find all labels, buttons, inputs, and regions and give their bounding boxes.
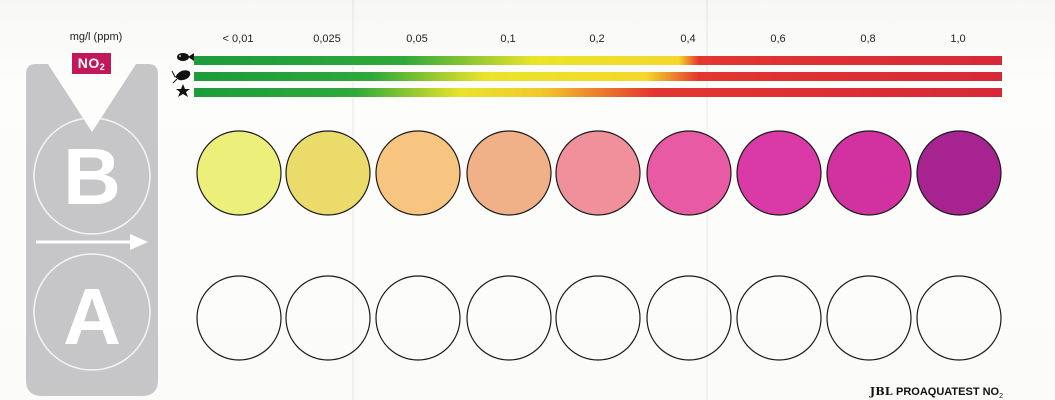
comparison-window: [736, 275, 822, 361]
comparison-window: [916, 275, 1002, 361]
scale-label: 0,2: [589, 33, 605, 45]
color-swatch: [646, 130, 732, 216]
brand-label: JBL PROAQUATEST NO2: [870, 385, 1003, 400]
panel-circle-top: [33, 117, 151, 235]
scale-label: < 0,01: [222, 33, 254, 45]
comparison-window: [826, 275, 912, 361]
scale-label: 0,025: [313, 33, 341, 45]
product-name: PROAQUATEST NO: [896, 386, 1000, 398]
scale-label: 0,8: [860, 33, 876, 45]
comparison-window: [285, 275, 371, 361]
starfish-icon: [176, 84, 190, 97]
scale-bar-fish: [194, 56, 1002, 65]
shrimp-icon: [171, 70, 191, 84]
scale-label: 0,4: [680, 33, 696, 45]
color-swatch: [736, 130, 822, 216]
comparison-window: [646, 275, 732, 361]
color-swatch: [826, 130, 912, 216]
color-swatch: [285, 130, 371, 216]
comparison-window: [466, 275, 552, 361]
product-subscript: 2: [999, 393, 1003, 400]
scale-bar-shrimp: [194, 72, 1002, 81]
panel-circle-bottom: [33, 253, 151, 371]
no2-badge: NO2: [72, 53, 111, 74]
letter-a: A: [63, 272, 121, 361]
color-swatch: [916, 130, 1002, 216]
scale-label: 0,6: [770, 33, 786, 45]
badge-text: NO: [77, 55, 100, 71]
unit-label: mg/l (ppm): [69, 31, 123, 43]
comparison-window: [555, 275, 641, 361]
color-swatch: [196, 130, 282, 216]
comparison-window: [196, 275, 282, 361]
scale-label: 1,0: [950, 33, 966, 45]
color-swatch: [466, 130, 552, 216]
fish-icon: [177, 53, 194, 61]
scale-label: 0,05: [406, 33, 428, 45]
scale-bar-invertebrates: [194, 88, 1002, 97]
badge-subscript: 2: [99, 62, 106, 72]
color-swatch: [555, 130, 641, 216]
color-swatch: [375, 130, 461, 216]
sample-panel: [26, 64, 158, 396]
comparison-window: [375, 275, 461, 361]
arrow-icon: [36, 234, 148, 250]
scale-label: 0,1: [500, 33, 516, 45]
letter-b: B: [63, 132, 121, 221]
brand-name: JBL: [869, 385, 893, 398]
